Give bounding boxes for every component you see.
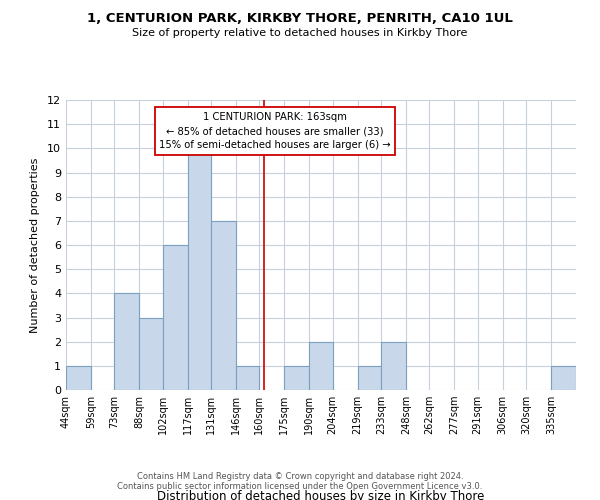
Bar — [115, 294, 139, 390]
Bar — [358, 366, 381, 390]
Bar — [381, 342, 406, 390]
Y-axis label: Number of detached properties: Number of detached properties — [30, 158, 40, 332]
Bar — [188, 148, 211, 390]
Text: Contains HM Land Registry data © Crown copyright and database right 2024.: Contains HM Land Registry data © Crown c… — [137, 472, 463, 481]
Bar — [211, 221, 236, 390]
Bar — [163, 245, 188, 390]
Bar — [236, 366, 259, 390]
Bar — [551, 366, 576, 390]
Text: Size of property relative to detached houses in Kirkby Thore: Size of property relative to detached ho… — [133, 28, 467, 38]
Bar — [139, 318, 163, 390]
Text: 1, CENTURION PARK, KIRKBY THORE, PENRITH, CA10 1UL: 1, CENTURION PARK, KIRKBY THORE, PENRITH… — [87, 12, 513, 26]
Bar — [310, 342, 332, 390]
Text: Contains public sector information licensed under the Open Government Licence v3: Contains public sector information licen… — [118, 482, 482, 491]
Bar — [284, 366, 310, 390]
X-axis label: Distribution of detached houses by size in Kirkby Thore: Distribution of detached houses by size … — [157, 490, 485, 500]
Bar — [66, 366, 91, 390]
Text: 1 CENTURION PARK: 163sqm
← 85% of detached houses are smaller (33)
15% of semi-d: 1 CENTURION PARK: 163sqm ← 85% of detach… — [159, 112, 391, 150]
